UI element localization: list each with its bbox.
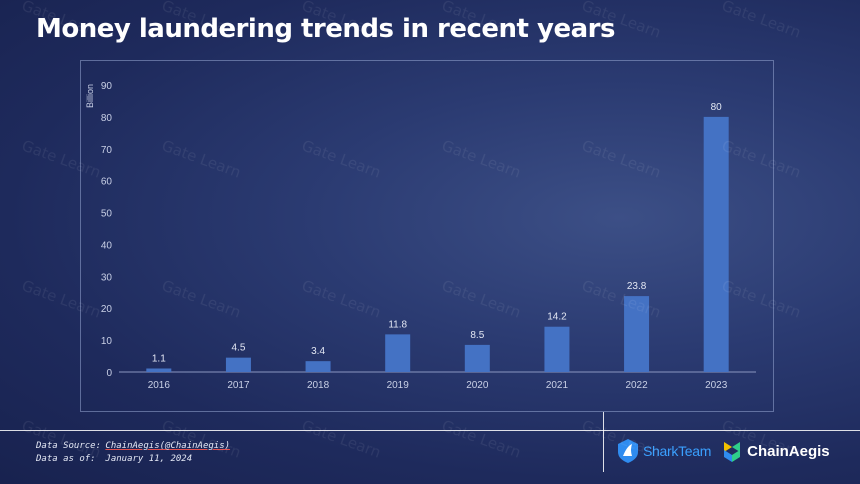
data-label: 8.5	[470, 330, 484, 341]
x-tick-label: 2022	[625, 380, 648, 391]
data-label: 4.5	[231, 343, 245, 354]
x-tick-label: 2018	[307, 380, 330, 391]
y-tick-label: 50	[101, 209, 113, 220]
partner-logos: SharkTeam ChainAegis	[616, 436, 840, 466]
data-source-note: Data Source: ChainAegis(@ChainAegis) Dat…	[36, 440, 230, 466]
data-label: 11.8	[388, 319, 407, 330]
x-tick-label: 2021	[546, 380, 569, 391]
date-label: Data as of:	[36, 454, 96, 464]
footer-vertical-divider	[603, 412, 604, 472]
bar-chart: 0 10 20 30 40 50 60 70 80 90 Billion 1.1 2016 4.5 2017…	[85, 81, 756, 391]
y-tick-label: 70	[101, 145, 113, 156]
footer-divider-line	[0, 430, 860, 431]
y-tick-label: 60	[101, 177, 113, 188]
x-tick-label: 2023	[705, 380, 728, 391]
watermark-text: Gate Learn	[299, 416, 384, 462]
sharkteam-logo: SharkTeam	[616, 438, 711, 464]
chainaegis-text: ChainAegis	[747, 442, 830, 460]
y-tick-label: 0	[106, 368, 112, 379]
bar	[624, 296, 650, 372]
data-label: 3.4	[311, 346, 325, 357]
chainaegis-logo: ChainAegis	[721, 439, 830, 463]
y-tick-label: 30	[101, 272, 113, 283]
x-tick-label: 2019	[387, 380, 410, 391]
bar	[385, 334, 411, 372]
y-tick-label: 40	[101, 240, 113, 251]
y-tick-label: 90	[101, 81, 113, 92]
chainaegis-icon	[724, 442, 741, 462]
bar	[544, 326, 570, 372]
source-label: Data Source:	[36, 441, 102, 451]
data-label: 80	[711, 102, 723, 113]
data-label: 14.2	[547, 312, 567, 323]
data-label: 23.8	[627, 281, 647, 292]
bar	[225, 357, 251, 372]
sharkteam-text: SharkTeam	[643, 443, 712, 459]
shark-fin-icon	[618, 439, 638, 463]
bar	[703, 116, 729, 372]
watermark-text: Gate Learn	[439, 416, 524, 462]
bar	[464, 344, 490, 372]
page-title: Money laundering trends in recent years	[36, 14, 615, 44]
x-tick-label: 2017	[227, 380, 250, 391]
x-tick-label: 2020	[466, 380, 489, 391]
y-tick-label: 80	[101, 113, 113, 124]
x-tick-label: 2016	[148, 380, 171, 391]
data-label: 1.1	[152, 353, 166, 364]
bar	[146, 368, 172, 372]
chart-frame	[80, 60, 774, 412]
source-link[interactable]: ChainAegis(@ChainAegis)	[105, 441, 231, 451]
bar	[305, 361, 331, 372]
y-tick-label: 20	[101, 304, 113, 315]
y-axis-label: Billion	[85, 84, 95, 108]
date-value: January 11, 2024	[105, 454, 193, 464]
y-tick-label: 10	[101, 336, 113, 347]
